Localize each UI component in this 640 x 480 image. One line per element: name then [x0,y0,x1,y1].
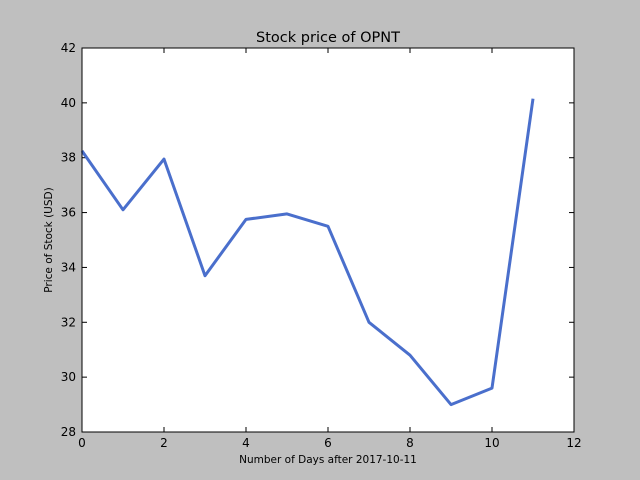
y-tick-label: 28 [61,425,76,439]
y-axis-label: Price of Stock (USD) [43,187,55,292]
x-tick-label: 6 [324,436,332,450]
series-line [80,98,535,407]
x-tick-label: 2 [160,436,168,450]
x-tick-label: 12 [566,436,581,450]
y-tick-label: 32 [61,315,76,329]
chart-title: Stock price of OPNT [256,30,400,46]
series-layer [80,98,535,407]
x-tick-label: 8 [406,436,414,450]
y-tick-labels: 28 30 32 34 36 38 40 42 [61,41,76,439]
x-axis-label: Number of Days after 2017-10-11 [239,454,417,466]
y-tick-label: 40 [61,96,76,110]
y-tick-label: 42 [61,41,76,55]
x-tick-label: 0 [78,436,86,450]
y-tick-label: 38 [61,151,76,165]
x-tick-label: 4 [242,436,250,450]
plot-frame [81,47,575,433]
plot-area [82,48,574,432]
y-tick-label: 34 [61,260,76,274]
x-tick-labels: 0 2 4 6 8 10 12 [78,436,581,450]
y-tick-label: 36 [61,206,76,220]
x-tick-label: 10 [484,436,499,450]
y-tick-label: 30 [61,370,76,384]
